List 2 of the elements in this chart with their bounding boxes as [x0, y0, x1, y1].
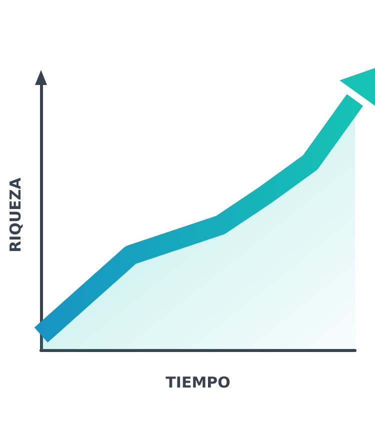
y-axis-title: RIQUEZA: [6, 177, 24, 252]
x-axis-title: TIEMPO: [166, 374, 230, 392]
